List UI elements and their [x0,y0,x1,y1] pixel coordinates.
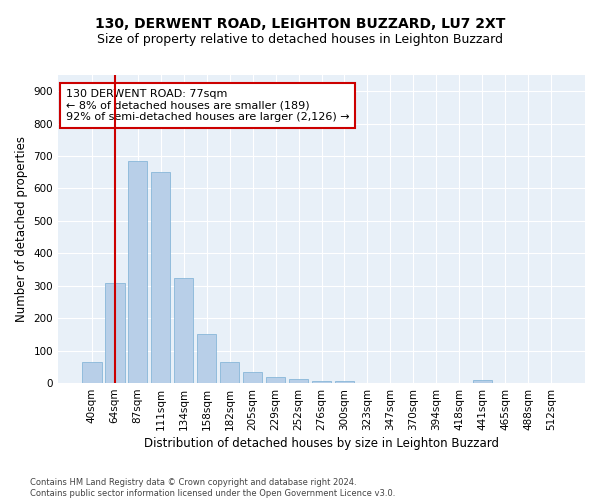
Y-axis label: Number of detached properties: Number of detached properties [15,136,28,322]
Bar [174,278,193,383]
Text: Size of property relative to detached houses in Leighton Buzzard: Size of property relative to detached ho… [97,32,503,46]
Bar [473,380,492,383]
Text: Contains HM Land Registry data © Crown copyright and database right 2024.
Contai: Contains HM Land Registry data © Crown c… [30,478,395,498]
Bar [335,381,354,383]
Bar [220,362,239,383]
Bar [312,381,331,383]
Bar [243,372,262,383]
Bar [266,376,286,383]
Bar [197,334,217,383]
X-axis label: Distribution of detached houses by size in Leighton Buzzard: Distribution of detached houses by size … [144,437,499,450]
Bar [128,161,148,383]
Bar [82,362,101,383]
Text: 130 DERWENT ROAD: 77sqm
← 8% of detached houses are smaller (189)
92% of semi-de: 130 DERWENT ROAD: 77sqm ← 8% of detached… [66,89,350,122]
Bar [105,282,125,383]
Bar [289,379,308,383]
Text: 130, DERWENT ROAD, LEIGHTON BUZZARD, LU7 2XT: 130, DERWENT ROAD, LEIGHTON BUZZARD, LU7… [95,18,505,32]
Bar [151,172,170,383]
